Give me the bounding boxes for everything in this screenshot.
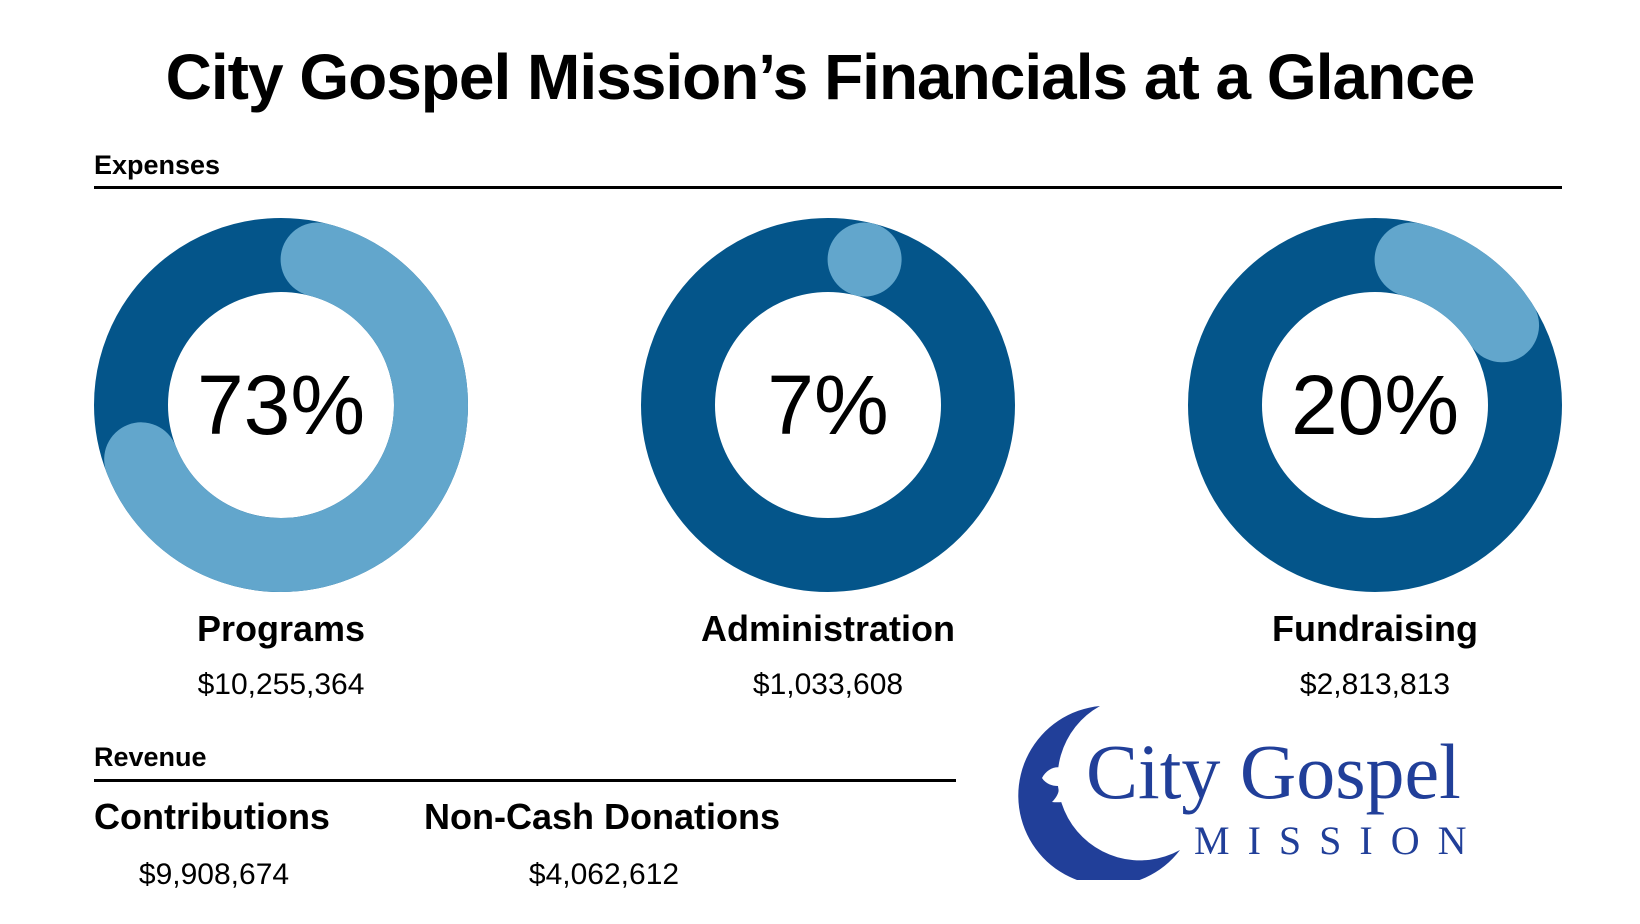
contributions-amount: $9,908,674	[138, 858, 290, 891]
city-gospel-mission-logo: City Gospel MISSION	[1004, 700, 1504, 886]
logo-text-line2: MISSION	[1194, 818, 1484, 863]
programs-amount: $10,255,364	[197, 668, 365, 701]
donut-chart	[1188, 218, 1562, 592]
programs-percent: 73%	[196, 357, 366, 452]
contributions-label: Contributions	[94, 796, 330, 837]
revenue-heading: Revenue	[94, 742, 207, 772]
fundraising-amount: $2,813,813	[1299, 668, 1451, 701]
expenses-heading: Expenses	[94, 150, 221, 180]
programs-label: Programs	[196, 608, 366, 649]
administration-amount: $1,033,608	[752, 668, 904, 701]
donut-chart	[94, 218, 468, 592]
administration-donut: 7%	[641, 218, 1015, 592]
logo-text-line1: City Gospel	[1086, 728, 1461, 815]
administration-label: Administration	[700, 608, 955, 649]
fundraising-donut: 20%	[1188, 218, 1562, 592]
donut-chart	[641, 218, 1015, 592]
revenue-divider	[94, 779, 956, 782]
fundraising-percent: 20%	[1290, 357, 1460, 452]
donut-slice-programs	[94, 218, 468, 592]
dove-icon	[1042, 757, 1108, 803]
non-cash-donations-amount: $4,062,612	[528, 858, 680, 891]
donut-slice-fundraising	[1188, 218, 1562, 592]
programs-donut: 73%	[94, 218, 468, 592]
fundraising-label: Fundraising	[1272, 608, 1478, 649]
page-title: City Gospel Mission’s Financials at a Gl…	[165, 41, 1476, 113]
expenses-divider	[94, 186, 1562, 189]
donut-slice-administration	[641, 218, 1015, 592]
non-cash-donations-label: Non-Cash Donations	[424, 796, 780, 837]
administration-percent: 7%	[767, 357, 889, 452]
logo-mark: City Gospel MISSION	[1018, 706, 1484, 886]
crescent-shape	[1018, 706, 1180, 886]
